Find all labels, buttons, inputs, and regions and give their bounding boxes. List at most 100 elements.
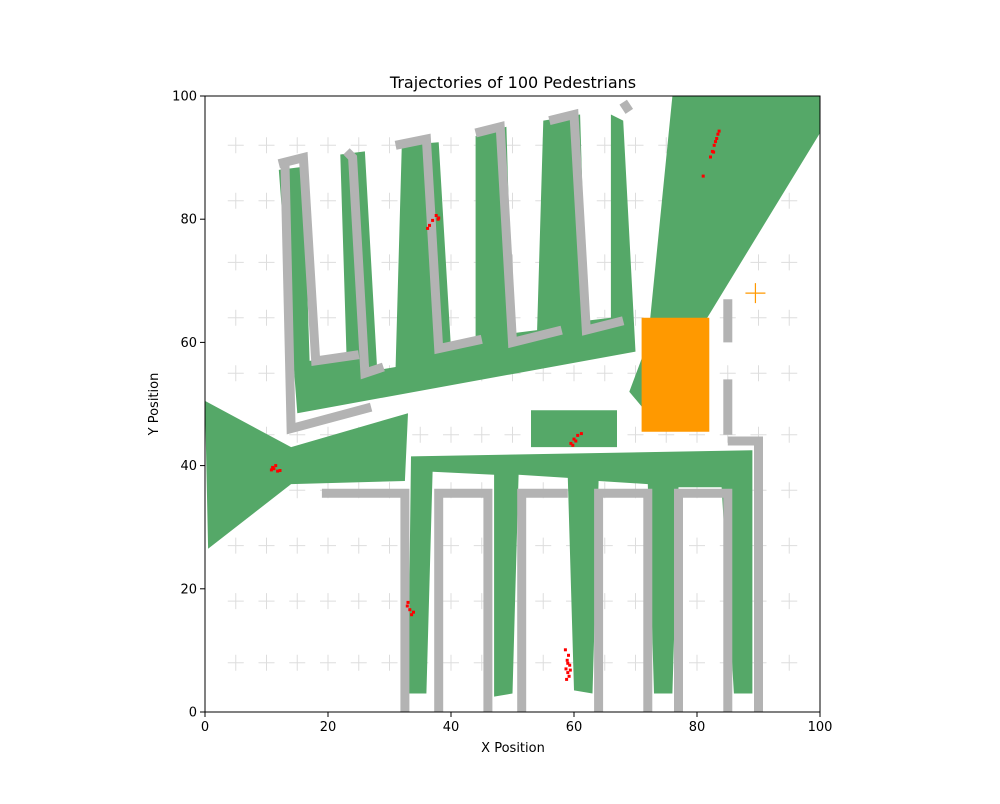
- goal-plus-marker: [745, 283, 766, 304]
- pedestrian-point: [712, 150, 716, 154]
- wall-segment: [280, 160, 373, 435]
- floor-cross-marker: [781, 192, 798, 209]
- plot-area: [204, 95, 821, 713]
- pedestrian-point: [564, 667, 568, 671]
- floor-cross-marker: [350, 593, 367, 610]
- walkable-area: [531, 410, 617, 448]
- floor-cross-marker: [689, 593, 705, 610]
- pedestrian-point: [436, 217, 440, 221]
- y-tick-label: 20: [180, 582, 197, 597]
- pedestrian-point: [717, 129, 721, 133]
- floor-cross-marker: [750, 309, 767, 326]
- wall-segment: [394, 133, 483, 355]
- floor-cross-marker: [627, 426, 644, 443]
- x-tick-label: 60: [566, 720, 583, 735]
- floor-cross-marker: [535, 593, 552, 610]
- floor-cross-marker: [781, 593, 798, 610]
- floor-cross-marker: [258, 309, 275, 326]
- obstacle-area: [641, 317, 710, 432]
- pedestrian-point: [434, 214, 438, 217]
- pedestrian-point: [576, 433, 580, 437]
- floor-cross-marker: [750, 365, 767, 382]
- goal-marker: [745, 283, 766, 304]
- floor-cross-marker: [258, 137, 275, 154]
- y-tick-label: 80: [180, 213, 197, 228]
- pedestrian-point: [406, 600, 410, 604]
- floor-cross-marker: [781, 365, 798, 382]
- floor-cross-marker: [504, 426, 521, 443]
- floor-cross-marker: [289, 137, 306, 154]
- pedestrian-point: [716, 132, 720, 136]
- floor-cross-marker: [320, 254, 336, 271]
- floor-cross-marker: [227, 537, 244, 554]
- floor-cross-marker: [596, 137, 613, 154]
- floor-cross-marker: [443, 426, 459, 443]
- pedestrian-point: [269, 468, 273, 472]
- floor-cross-marker: [289, 654, 306, 671]
- floor-cross-marker: [381, 309, 398, 326]
- floor-cross-marker: [443, 593, 459, 610]
- floor-cross-marker: [381, 192, 398, 209]
- floor-cross-marker: [258, 654, 275, 671]
- floor-cross-marker: [350, 137, 367, 154]
- x-tick-label: 20: [320, 720, 337, 735]
- floor-cross-marker: [227, 593, 244, 610]
- floor-cross-marker: [258, 192, 275, 209]
- y-tick-label: 0: [189, 706, 197, 721]
- floor-cross-marker: [596, 192, 613, 209]
- y-tick-label: 60: [180, 336, 197, 351]
- wall-segment: [434, 488, 493, 712]
- floor-cross-marker: [719, 365, 736, 382]
- floor-cross-marker: [381, 254, 398, 271]
- pedestrian-point: [569, 441, 573, 445]
- floor-cross-marker: [258, 254, 275, 271]
- pedestrian-point: [567, 653, 570, 657]
- floor-cross-marker: [781, 426, 798, 443]
- floor-cross-marker: [781, 482, 798, 499]
- pedestrian-point: [412, 610, 415, 614]
- pedestrian-point: [574, 439, 578, 443]
- walkable-area: [408, 450, 753, 697]
- pedestrian-point: [405, 604, 409, 608]
- floor-cross-marker: [473, 426, 490, 443]
- axes-frame: [204, 95, 821, 713]
- floor-cross-marker: [381, 137, 398, 154]
- floor-cross-marker: [443, 192, 459, 209]
- floor-cross-marker: [781, 537, 798, 554]
- x-tick-label: 40: [443, 720, 460, 735]
- wall-segment: [619, 99, 634, 114]
- floor-cross-marker: [566, 365, 582, 382]
- floor-cross-marker: [412, 426, 429, 443]
- pedestrian-point: [428, 223, 431, 227]
- floor-cross-marker: [627, 137, 644, 154]
- floor-cross-marker: [627, 654, 644, 671]
- floor-cross-marker: [781, 309, 798, 326]
- floor-cross-marker: [596, 365, 613, 382]
- floor-cross-marker: [289, 537, 306, 554]
- pedestrian-point: [701, 174, 705, 178]
- y-tick-label: 100: [172, 90, 197, 105]
- floor-cross-marker: [227, 654, 244, 671]
- pedestrian-point: [571, 443, 575, 447]
- floor-cross-marker: [443, 537, 459, 554]
- pedestrian-point: [565, 658, 569, 662]
- pedestrian-point: [714, 140, 717, 144]
- floor-cross-marker: [258, 537, 275, 554]
- pedestrian-points: [269, 129, 721, 681]
- pedestrian-point: [563, 648, 567, 652]
- floor-cross-marker: [320, 593, 336, 610]
- pedestrian-point: [426, 226, 430, 230]
- pedestrian-point: [572, 437, 576, 441]
- y-tick-label: 40: [180, 459, 197, 474]
- floor-cross-marker: [258, 365, 275, 382]
- floor-cross-marker: [320, 309, 336, 326]
- floor-cross-marker: [689, 654, 705, 671]
- floor-cross-marker: [258, 593, 275, 610]
- wall-segment: [674, 488, 733, 712]
- wall-segment: [474, 121, 563, 349]
- floor-cross-marker: [627, 593, 644, 610]
- walkable-area: [205, 400, 408, 549]
- chart-title: Trajectories of 100 Pedestrians: [389, 73, 636, 92]
- floor-cross-marker: [381, 654, 398, 671]
- x-axis-label: X Position: [481, 741, 545, 756]
